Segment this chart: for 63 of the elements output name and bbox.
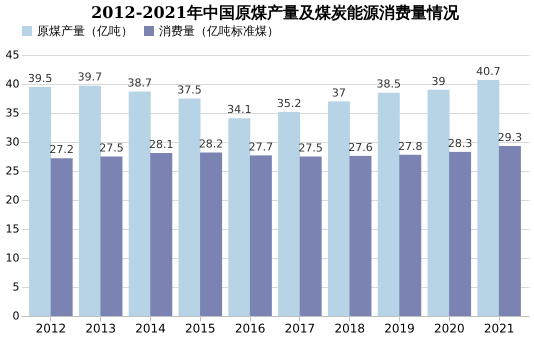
y-tick-label: 25 bbox=[6, 164, 20, 178]
y-tick-label: 35 bbox=[6, 106, 20, 120]
bar bbox=[300, 156, 322, 316]
bar bbox=[449, 152, 472, 316]
data-label: 27.8 bbox=[398, 140, 423, 153]
x-tick-label: 2020 bbox=[434, 322, 465, 336]
bar bbox=[78, 86, 101, 316]
x-tick-label: 2019 bbox=[384, 322, 415, 336]
legend-label: 原煤产量（亿吨） bbox=[37, 24, 133, 38]
bar bbox=[349, 156, 372, 316]
bar bbox=[200, 152, 222, 316]
bar bbox=[150, 153, 172, 316]
bar bbox=[178, 98, 201, 316]
bar bbox=[29, 86, 52, 316]
data-label: 39.7 bbox=[78, 70, 102, 84]
data-label: 27.7 bbox=[248, 140, 274, 154]
data-label: 27.6 bbox=[348, 140, 373, 154]
bar bbox=[428, 90, 450, 316]
data-label: 37 bbox=[332, 86, 346, 100]
x-tick-label: 2016 bbox=[234, 322, 266, 336]
y-tick-label: 10 bbox=[6, 252, 20, 264]
x-tick-label: 2017 bbox=[284, 322, 316, 336]
data-label: 38.5 bbox=[376, 78, 401, 91]
bar bbox=[250, 155, 272, 316]
y-tick-label: 45 bbox=[6, 48, 20, 62]
data-label: 28.3 bbox=[448, 136, 472, 150]
data-label: 28.1 bbox=[149, 138, 174, 152]
data-label: 39 bbox=[432, 74, 446, 88]
bar bbox=[278, 112, 300, 316]
y-tick-label: 15 bbox=[6, 222, 20, 236]
x-tick-label: 2018 bbox=[334, 322, 365, 336]
bar bbox=[128, 92, 151, 316]
bar bbox=[328, 101, 350, 316]
x-tick-label: 2015 bbox=[185, 322, 216, 336]
bar bbox=[477, 80, 500, 316]
bar bbox=[378, 92, 400, 316]
data-label: 38.7 bbox=[127, 76, 152, 90]
y-tick-label: 0 bbox=[12, 310, 20, 322]
y-tick-label: 40 bbox=[6, 78, 20, 90]
bar bbox=[498, 146, 521, 316]
x-tick-label: 2014 bbox=[135, 322, 166, 336]
bar bbox=[399, 154, 422, 316]
data-label: 27.2 bbox=[49, 143, 74, 156]
y-tick-label: 30 bbox=[6, 136, 20, 148]
data-label: 40.7 bbox=[476, 64, 501, 78]
bar bbox=[50, 158, 73, 316]
data-label: 34.1 bbox=[227, 103, 252, 116]
y-tick-label: 5 bbox=[12, 280, 20, 294]
data-label: 27.5 bbox=[298, 142, 323, 154]
data-label: 37.5 bbox=[177, 84, 202, 96]
x-tick-label: 2013 bbox=[85, 322, 116, 336]
legend-label: 消费量（亿吨标准煤） bbox=[159, 24, 279, 38]
data-label: 27.5 bbox=[99, 142, 124, 154]
data-label: 35.2 bbox=[276, 96, 302, 110]
x-tick-label: 2021 bbox=[484, 322, 514, 336]
bar bbox=[100, 156, 122, 316]
x-tick-label: 2012 bbox=[36, 322, 66, 336]
bar bbox=[228, 118, 250, 316]
chart-title: 2012-2021年中国原煤产量及煤炭能源消费量情况 bbox=[91, 3, 460, 22]
data-label: 28.2 bbox=[198, 137, 224, 150]
data-label: 29.3 bbox=[498, 131, 522, 144]
y-tick-label: 20 bbox=[6, 194, 20, 206]
data-label: 39.5 bbox=[28, 72, 52, 85]
